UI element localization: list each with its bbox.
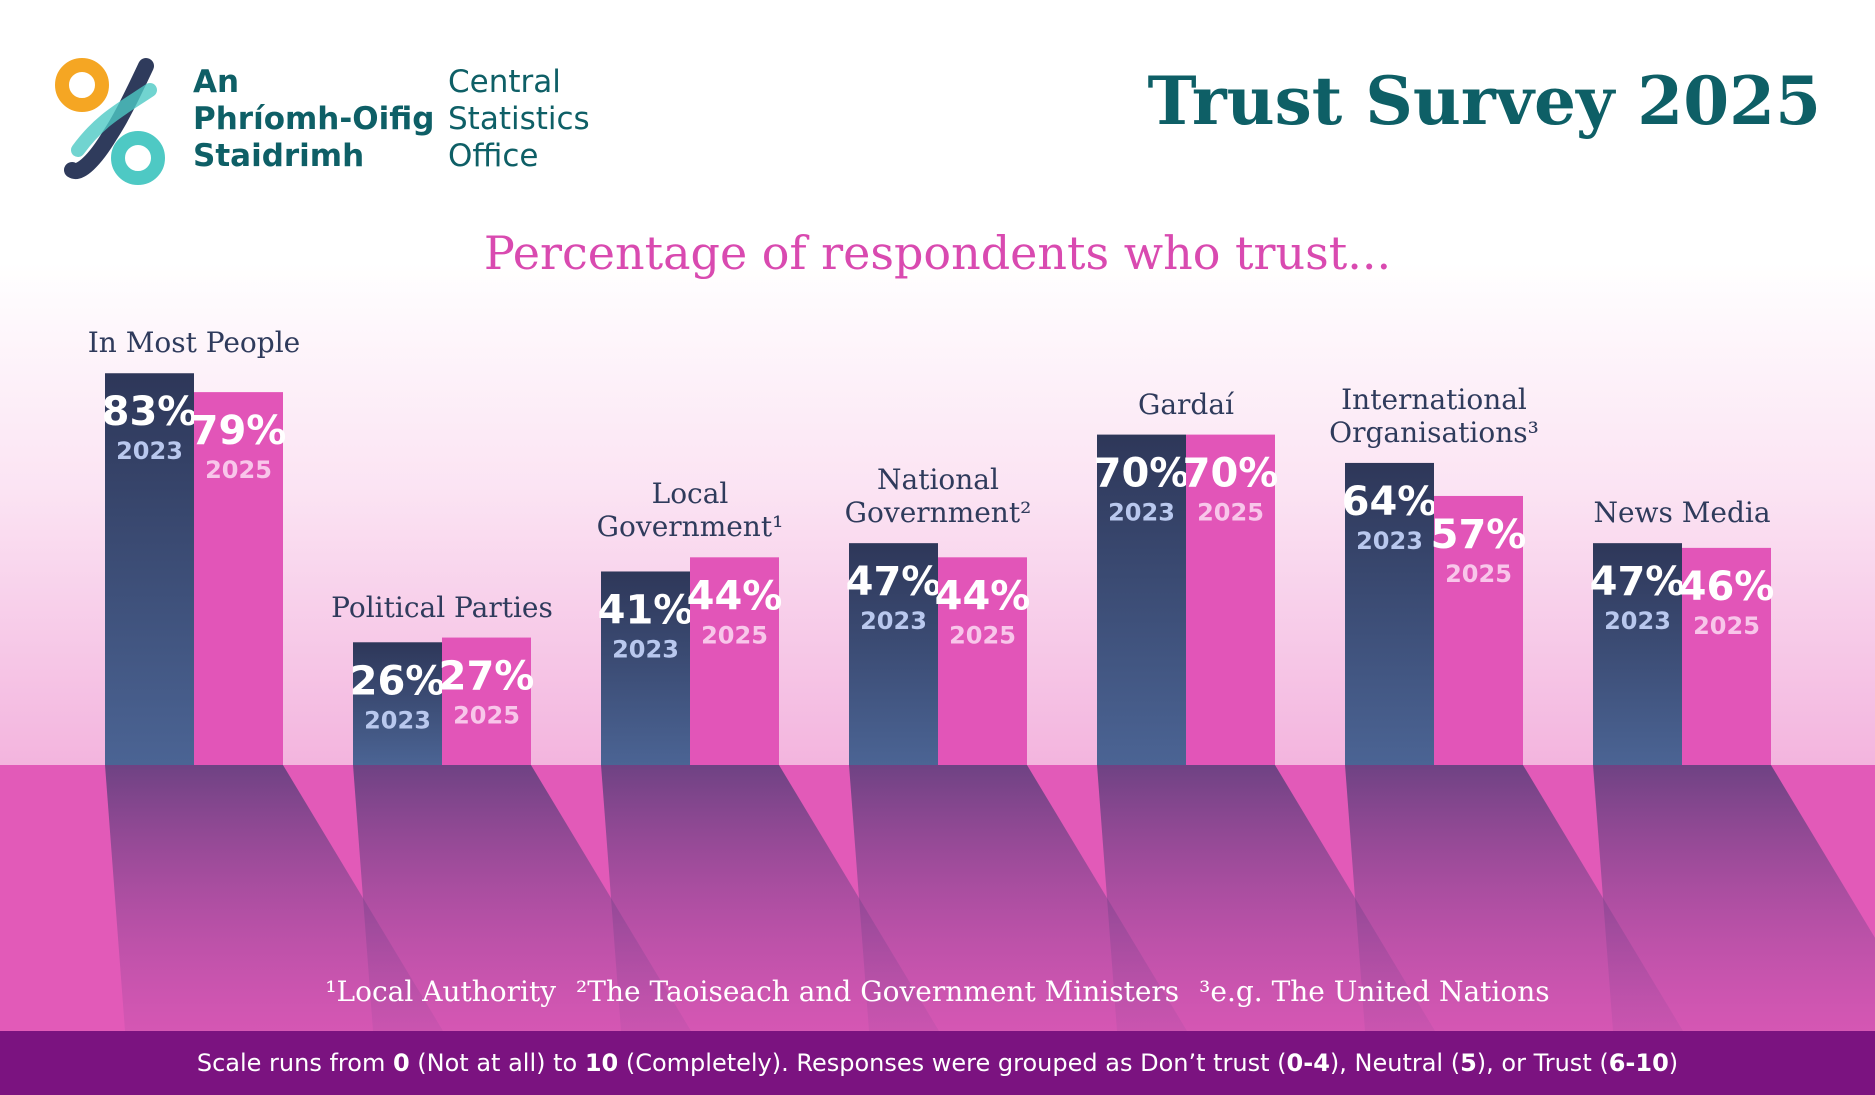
bar — [849, 543, 938, 765]
series-label: 2025 — [701, 621, 768, 649]
bar — [1186, 434, 1275, 765]
logo-line: Phríomh-Oifig — [193, 101, 435, 137]
value-label: 70% — [1183, 451, 1279, 497]
category-label: In Most People — [87, 326, 301, 360]
value-label: 47% — [846, 559, 942, 605]
value-label: 79% — [191, 408, 287, 454]
series-label: 2023 — [860, 607, 927, 635]
scale-note-part: 0-4 — [1286, 1049, 1330, 1077]
scale-note-part: Scale runs from — [196, 1049, 393, 1077]
scale-note-part: ), or Trust ( — [1476, 1049, 1609, 1077]
series-label: 2025 — [949, 621, 1016, 649]
bar — [1345, 462, 1434, 765]
bar-shadow — [601, 765, 939, 1031]
bar — [938, 557, 1027, 765]
category-label: International Organisations³ — [1329, 382, 1539, 449]
shadows — [105, 765, 1875, 1031]
series-label: 2023 — [612, 635, 679, 663]
scale-note-part: ) — [1668, 1049, 1679, 1077]
scale-note-part: 5 — [1460, 1049, 1477, 1077]
category-label: News Media — [1593, 496, 1771, 530]
category-label: Political Parties — [331, 590, 553, 624]
value-label: 26% — [350, 658, 446, 704]
series-label: 2025 — [205, 456, 272, 484]
value-label: 64% — [1342, 479, 1438, 525]
bar — [1682, 547, 1771, 765]
value-label: 46% — [1679, 564, 1775, 610]
logo-irish: An Phríomh-Oifig Staidrimh — [193, 64, 434, 175]
series-label: 2023 — [1356, 527, 1423, 555]
bar — [105, 373, 194, 765]
bar-shadow — [849, 765, 1187, 1031]
series-label: 2023 — [1108, 499, 1175, 527]
scale-note-part: (Not at all) to — [409, 1049, 585, 1077]
chart-subtitle: Percentage of respondents who trust... — [483, 226, 1392, 280]
bar — [1434, 495, 1523, 765]
series-label: 2025 — [453, 702, 520, 730]
scale-note-part: (Completely). Responses were grouped as … — [618, 1049, 1287, 1077]
footnote: ¹Local Authority — [325, 975, 557, 1008]
scale-note-part: 6-10 — [1608, 1049, 1669, 1077]
footnote: ²The Taoiseach and Government Ministers — [576, 975, 1180, 1008]
scale-note: Scale runs from 0 (Not at all) to 10 (Co… — [0, 1031, 1875, 1095]
chart-title: Trust Survey 2025 — [1147, 62, 1821, 140]
category-label: Gardaí — [1137, 387, 1235, 421]
bar — [601, 571, 690, 765]
logo-mark — [55, 58, 165, 185]
series-label: 2025 — [1445, 560, 1512, 588]
footnote: ³e.g. The United Nations — [1199, 975, 1550, 1008]
logo-line: Office — [448, 138, 539, 174]
value-label: 27% — [439, 654, 535, 700]
series-label: 2023 — [364, 706, 431, 734]
value-label: 44% — [687, 573, 783, 619]
logo-english: Central Statistics Office — [448, 64, 590, 175]
value-label: 47% — [1590, 559, 1686, 605]
bar-shadow — [353, 765, 691, 1031]
logo-line: Central — [448, 64, 561, 100]
bar — [442, 637, 531, 765]
bar-shadow — [105, 765, 443, 1031]
value-label: 57% — [1431, 512, 1527, 558]
scale-note-part: ), Neutral ( — [1329, 1049, 1461, 1077]
logo-line: Statistics — [448, 101, 590, 137]
category-label: National Government² — [844, 463, 1032, 530]
scale-note-part: 0 — [392, 1049, 410, 1077]
logo-line: An — [193, 64, 240, 100]
bar-shadow — [1345, 765, 1683, 1031]
bar — [1097, 434, 1186, 765]
bar-shadow — [1593, 765, 1875, 1031]
bar — [690, 557, 779, 765]
scale-note-part: 10 — [584, 1049, 619, 1077]
value-label: 41% — [598, 587, 694, 633]
bar — [353, 642, 442, 765]
series-label: 2025 — [1693, 612, 1760, 640]
series-label: 2023 — [1604, 607, 1671, 635]
footnotes: ¹Local Authority ²The Taoiseach and Gover… — [0, 975, 1875, 1008]
category-label: Local Government¹ — [596, 477, 784, 544]
bar — [1593, 543, 1682, 765]
series-label: 2023 — [116, 437, 183, 465]
value-label: 83% — [102, 389, 198, 435]
series-label: 2025 — [1197, 499, 1264, 527]
bar-shadow — [1097, 765, 1435, 1031]
value-label: 70% — [1094, 451, 1190, 497]
logo-line: Staidrimh — [193, 138, 365, 174]
bar — [194, 392, 283, 765]
value-label: 44% — [935, 573, 1031, 619]
